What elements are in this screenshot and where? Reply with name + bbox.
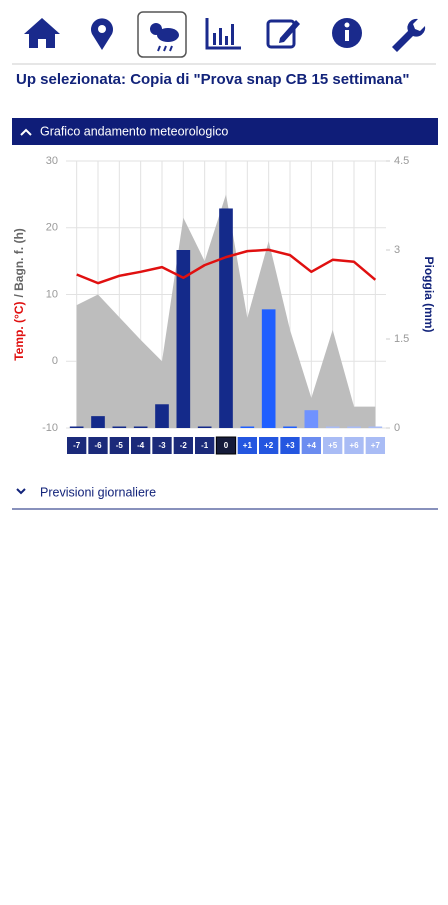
bar [197,426,212,428]
category-box [323,437,343,454]
bar [368,426,383,428]
bar [176,250,191,428]
x-tick-label: -5 [116,441,124,450]
bar [240,426,255,428]
y-axis-label-part: Temp. (°C) [12,302,26,361]
x-tick-label: +7 [371,441,381,450]
x-tick-label: -1 [201,441,209,450]
bar [304,410,319,428]
x-tick-label: 0 [224,441,229,450]
line [76,248,377,285]
bar [283,426,297,428]
bar [155,404,169,428]
x-tick-label: +5 [328,441,338,450]
x-tick-label: +2 [264,441,274,450]
bar [112,426,127,428]
y-tick-label: 0 [52,355,58,367]
edit-icon[interactable] [266,19,300,49]
category-box [301,437,321,454]
weather-icon[interactable] [137,11,187,58]
x-tick-label: -7 [73,441,81,450]
category-box [67,437,87,454]
category-box [109,437,129,454]
x-tick-label: -3 [158,441,166,450]
y2-axis-label: Pioggia (mm) [422,256,436,332]
x-tick-label: +3 [285,441,295,450]
bar [325,426,340,428]
y-tick-label: 10 [46,288,58,300]
category-box [152,437,172,454]
y2-tick-label: 0 [394,422,400,434]
section-bar[interactable] [12,118,438,145]
y-tick-label: -10 [42,422,58,434]
category-box [173,437,193,454]
category-box [259,437,279,454]
bar [347,426,361,428]
y-tick-label: 20 [46,222,58,234]
bar [91,416,105,428]
category-box [215,436,237,455]
y-axis-label: Temp. (°C) / Bagn. f. (h) [12,228,26,361]
y2-tick-label: 4.5 [394,155,409,167]
location-icon[interactable] [91,18,114,50]
x-tick-label: +6 [349,441,359,450]
section-title[interactable]: Previsioni giornaliere [40,485,156,499]
category-box [344,437,364,454]
y-tick-label: 30 [46,155,58,167]
home-icon[interactable] [24,18,60,48]
info-icon[interactable] [332,18,362,48]
x-tick-label: +4 [307,441,317,450]
stats-icon[interactable] [205,18,241,50]
section-title[interactable]: Grafico andamento meteorologico [40,124,228,138]
bar [133,426,148,428]
header-title: Up selezionata: Copia di "Prova snap CB … [16,71,410,88]
chevron-down [16,488,26,495]
toolbar [24,11,426,58]
x-tick-label: -4 [137,441,145,450]
y2-tick-label: 1.5 [394,333,409,345]
x-tick-label: -6 [94,441,102,450]
bar [261,309,276,428]
x-tick-label: +1 [243,441,253,450]
category-box [88,437,108,454]
category-box [237,437,257,454]
y-axis-label-part: / Bagn. f. (h) [12,228,26,297]
x-tick-label: -2 [180,441,188,450]
category-box [195,437,215,454]
header: Up selezionata: Copia di "Prova snap CB … [16,71,410,88]
category-box [280,437,300,454]
bar [219,208,233,428]
y2-tick-label: 3 [394,244,400,256]
chevron-up [20,128,32,136]
settings-icon[interactable] [392,18,426,52]
category-box [131,437,151,454]
bar [69,426,84,428]
category-box [365,437,385,454]
